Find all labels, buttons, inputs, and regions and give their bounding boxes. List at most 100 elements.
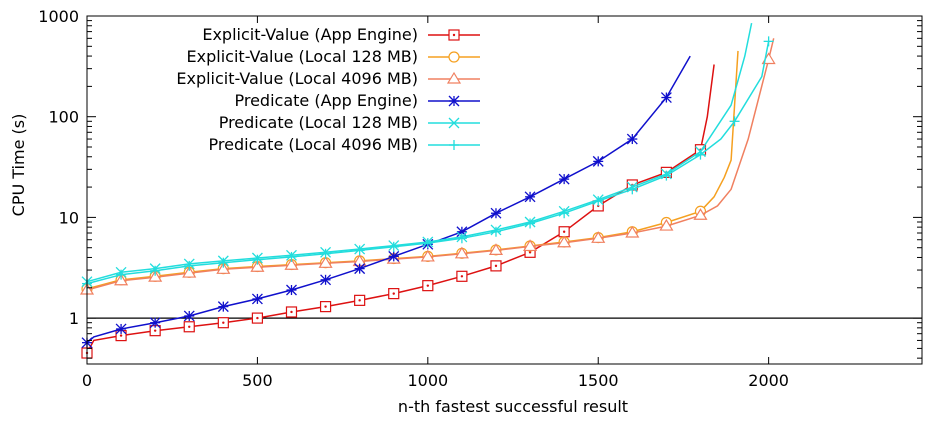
point-triangle bbox=[454, 246, 469, 259]
legend-item: Explicit-Value (App Engine) bbox=[202, 25, 480, 44]
data-point bbox=[763, 36, 774, 47]
point-star-d2 bbox=[320, 274, 332, 286]
point-triangle bbox=[446, 71, 462, 84]
data-point bbox=[114, 273, 129, 286]
point-star-d2 bbox=[183, 310, 195, 322]
point-circle bbox=[448, 51, 460, 63]
point-dot bbox=[324, 305, 327, 308]
data-point bbox=[148, 269, 163, 282]
data-point bbox=[729, 116, 740, 127]
legend-item: Predicate (Local 128 MB) bbox=[219, 113, 480, 132]
data-point bbox=[456, 270, 468, 282]
data-point bbox=[591, 231, 606, 243]
point-star-d2 bbox=[626, 133, 638, 145]
point-triangle bbox=[625, 225, 640, 238]
data-point bbox=[388, 250, 400, 262]
point-dot bbox=[494, 264, 498, 268]
data-point bbox=[422, 238, 433, 249]
data-point bbox=[661, 170, 672, 181]
series-line bbox=[86, 22, 753, 283]
point-triangle bbox=[216, 262, 231, 274]
data-point bbox=[558, 226, 570, 238]
x-tick-label: 1500 bbox=[578, 371, 619, 390]
data-point bbox=[448, 51, 460, 63]
data-point bbox=[488, 243, 504, 256]
series-line bbox=[86, 38, 775, 291]
point-dot bbox=[153, 329, 157, 332]
plot-frame bbox=[86, 15, 923, 365]
data-point bbox=[557, 235, 572, 248]
point-star-d2 bbox=[354, 263, 366, 275]
data-point bbox=[593, 196, 604, 207]
data-point bbox=[284, 258, 299, 270]
point-dot bbox=[392, 292, 395, 295]
data-point bbox=[183, 321, 195, 333]
data-point bbox=[116, 269, 127, 280]
point-star-d2 bbox=[660, 92, 672, 103]
data-point bbox=[420, 249, 435, 262]
point-dot bbox=[452, 33, 456, 37]
axes: CPU Time (s) n-th fastest successful res… bbox=[9, 7, 923, 416]
data-point bbox=[558, 173, 570, 185]
point-star-d2 bbox=[115, 323, 127, 335]
point-dot bbox=[528, 251, 532, 254]
legend-label: Explicit-Value (Local 4096 MB) bbox=[176, 69, 418, 88]
point-dot bbox=[562, 230, 566, 233]
data-point bbox=[354, 294, 366, 306]
point-triangle bbox=[693, 208, 708, 220]
data-point bbox=[388, 288, 400, 300]
data-point bbox=[592, 155, 604, 167]
data-point bbox=[695, 149, 706, 160]
series-line bbox=[86, 55, 691, 344]
data-point bbox=[525, 218, 536, 229]
point-dot bbox=[426, 284, 430, 287]
legend-label: Explicit-Value (Local 128 MB) bbox=[187, 47, 418, 66]
point-triangle bbox=[659, 218, 674, 231]
point-dot bbox=[290, 310, 293, 314]
point-triangle bbox=[318, 256, 333, 268]
series-5 bbox=[82, 36, 774, 289]
legend: Explicit-Value (App Engine) Explicit-Valu… bbox=[176, 25, 480, 154]
data-point bbox=[490, 260, 502, 272]
legend-label: Predicate (Local 128 MB) bbox=[219, 113, 418, 132]
data-point bbox=[251, 293, 263, 305]
point-triangle bbox=[523, 239, 538, 252]
data-point bbox=[456, 233, 467, 244]
data-point bbox=[523, 239, 538, 252]
legend-item: Explicit-Value (Local 128 MB) bbox=[187, 47, 480, 66]
point-dot bbox=[188, 325, 191, 328]
data-point bbox=[524, 191, 536, 203]
data-point bbox=[454, 246, 469, 259]
y-tick-label: 100 bbox=[48, 108, 79, 127]
y-axis-title: CPU Time (s) bbox=[9, 114, 28, 217]
data-point bbox=[388, 241, 399, 252]
point-star-d2 bbox=[286, 284, 297, 296]
point-triangle bbox=[114, 273, 129, 286]
legend-label: Explicit-Value (App Engine) bbox=[202, 25, 418, 44]
point-star-d2 bbox=[149, 317, 161, 329]
point-star-d2 bbox=[558, 173, 570, 185]
data-point bbox=[252, 254, 263, 265]
x-tick-label: 1000 bbox=[407, 371, 448, 390]
y-tick-label: 10 bbox=[59, 208, 79, 227]
data-point bbox=[182, 265, 197, 278]
data-point bbox=[251, 312, 264, 324]
point-dot bbox=[222, 321, 225, 324]
point-triangle bbox=[488, 243, 504, 256]
data-point bbox=[286, 284, 297, 296]
point-triangle bbox=[284, 258, 299, 270]
data-point bbox=[285, 306, 298, 318]
y-tick-label: 1 bbox=[69, 309, 79, 328]
data-point bbox=[217, 317, 229, 329]
point-triangle bbox=[591, 231, 606, 243]
plot-area bbox=[79, 22, 922, 359]
data-point bbox=[320, 274, 332, 286]
data-point bbox=[660, 92, 672, 103]
legend-item: Predicate (App Engine) bbox=[234, 91, 480, 110]
point-star-d2 bbox=[448, 95, 460, 107]
data-point bbox=[490, 226, 501, 237]
data-point bbox=[422, 280, 434, 292]
legend-item: Explicit-Value (Local 4096 MB) bbox=[176, 69, 480, 88]
